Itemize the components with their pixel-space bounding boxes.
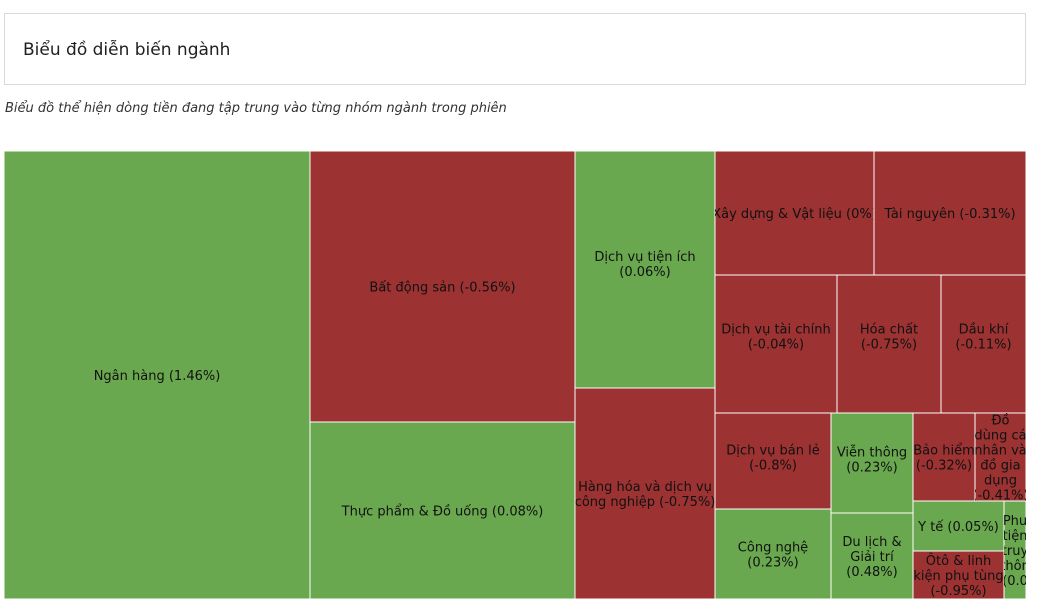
treemap-label-bao-hiem: Bảo hiểm (-0.32%) (913, 444, 974, 474)
treemap-tile-du-lich-giai-tri[interactable]: Du lịch & Giải trí (0.48%) (830, 512, 914, 600)
treemap-label-vien-thong: Viễn thông (0.23%) (837, 446, 907, 476)
treemap-tile-hang-hoa-va-dich-vu-cong-nghiep[interactable]: Hàng hóa và dịch vụ công nghiệp (-0.75%) (574, 387, 716, 600)
treemap-label-xay-dung-vat-lieu: Xây dựng & Vật liệu (0%) (712, 207, 877, 222)
treemap-tile-rect-xay-dung-vat-lieu[interactable] (714, 150, 875, 276)
treemap-label-phuong-tien-truyen-thong: Phư tiện truy thôn (0.0 (1000, 514, 1030, 589)
treemap-tile-rect-tai-nguyen[interactable] (873, 150, 1027, 276)
treemap-tile-dau-khi[interactable]: Dầu khí (-0.11%) (940, 274, 1027, 414)
treemap-tile-oto-linh-kien-phu-tung[interactable]: Ôtô & linh kiện phụ tùng (-0.95%) (912, 550, 1005, 600)
treemap-tile-rect-phuong-tien-truyen-thong[interactable] (1003, 500, 1027, 600)
chart-subtitle: Biểu đồ thể hiện dòng tiền đang tập trun… (5, 101, 507, 116)
treemap-tile-rect-thuc-pham-do-uong[interactable] (309, 421, 576, 600)
treemap-label-hang-hoa-va-dich-vu-cong-nghiep: Hàng hóa và dịch vụ công nghiệp (-0.75%) (575, 480, 716, 510)
treemap-tile-cong-nghe[interactable]: Công nghệ (0.23%) (714, 508, 832, 600)
treemap-tile-rect-vien-thong[interactable] (830, 412, 914, 514)
treemap-label-dich-vu-tai-chinh: Dịch vụ tài chính (-0.04%) (721, 323, 831, 353)
treemap-label-do-dung-ca-nhan-va-do-gia-dung: Đồ dùng cá nhân và đồ gia dụng (-0.41%) (972, 414, 1028, 504)
treemap-tile-phuong-tien-truyen-thong[interactable]: Phư tiện truy thôn (0.0 (1000, 500, 1030, 600)
treemap-label-tai-nguyen: Tài nguyên (-0.31%) (883, 207, 1015, 222)
treemap-label-hoa-chat: Hóa chất (-0.75%) (860, 323, 918, 353)
treemap-label-ngan-hang: Ngân hàng (1.46%) (94, 369, 221, 384)
treemap-tile-ngan-hang[interactable]: Ngân hàng (1.46%) (3, 150, 311, 600)
treemap-tile-rect-oto-linh-kien-phu-tung[interactable] (912, 550, 1005, 600)
treemap-tile-vien-thong[interactable]: Viễn thông (0.23%) (830, 412, 914, 514)
treemap-tile-rect-hang-hoa-va-dich-vu-cong-nghiep[interactable] (574, 387, 716, 600)
treemap-label-y-te: Y tế (0.05%) (917, 520, 999, 535)
chart-header-box: Biểu đồ diễn biến ngành (4, 13, 1026, 85)
treemap-tile-tai-nguyen[interactable]: Tài nguyên (-0.31%) (873, 150, 1027, 276)
treemap-tile-rect-dau-khi[interactable] (940, 274, 1027, 414)
treemap-tile-dich-vu-tien-ich[interactable]: Dịch vụ tiện ích (0.06%) (574, 150, 716, 389)
treemap-tile-rect-du-lich-giai-tri[interactable] (830, 512, 914, 600)
treemap-label-dich-vu-tien-ich: Dịch vụ tiện ích (0.06%) (594, 250, 695, 280)
chart-title: Biểu đồ diễn biến ngành (23, 40, 231, 60)
treemap-tile-do-dung-ca-nhan-va-do-gia-dung[interactable]: Đồ dùng cá nhân và đồ gia dụng (-0.41%) (972, 412, 1028, 504)
treemap-label-dau-khi: Dầu khí (-0.11%) (955, 323, 1011, 353)
treemap-label-bat-dong-san: Bất động sản (-0.56%) (369, 281, 515, 296)
treemap-tile-hoa-chat[interactable]: Hóa chất (-0.75%) (836, 274, 942, 414)
treemap-tile-rect-bat-dong-san[interactable] (309, 150, 576, 423)
treemap-tile-rect-hoa-chat[interactable] (836, 274, 942, 414)
treemap-tile-rect-cong-nghe[interactable] (714, 508, 832, 600)
treemap-tile-dich-vu-ban-le[interactable]: Dịch vụ bán lẻ (-0.8%) (714, 412, 832, 510)
treemap-label-oto-linh-kien-phu-tung: Ôtô & linh kiện phụ tùng (-0.95%) (913, 553, 1003, 599)
treemap-label-du-lich-giai-tri: Du lịch & Giải trí (0.48%) (842, 535, 901, 580)
treemap-label-cong-nghe: Công nghệ (0.23%) (738, 541, 808, 571)
treemap-label-dich-vu-ban-le: Dịch vụ bán lẻ (-0.8%) (726, 444, 819, 474)
treemap-tile-thuc-pham-do-uong[interactable]: Thực phẩm & Đồ uống (0.08%) (309, 421, 576, 600)
treemap-tile-rect-bao-hiem[interactable] (912, 412, 976, 502)
treemap-tile-rect-dich-vu-ban-le[interactable] (714, 412, 832, 510)
treemap-tile-rect-dich-vu-tien-ich[interactable] (574, 150, 716, 389)
treemap-tile-xay-dung-vat-lieu[interactable]: Xây dựng & Vật liệu (0%) (712, 150, 877, 276)
treemap-tile-bao-hiem[interactable]: Bảo hiểm (-0.32%) (912, 412, 976, 502)
treemap-tile-y-te[interactable]: Y tế (0.05%) (912, 500, 1005, 552)
treemap-tile-bat-dong-san[interactable]: Bất động sản (-0.56%) (309, 150, 576, 423)
treemap-tile-dich-vu-tai-chinh[interactable]: Dịch vụ tài chính (-0.04%) (714, 274, 838, 414)
treemap-tile-rect-do-dung-ca-nhan-va-do-gia-dung[interactable] (974, 412, 1027, 502)
treemap-label-thuc-pham-do-uong: Thực phẩm & Đồ uống (0.08%) (341, 505, 544, 520)
